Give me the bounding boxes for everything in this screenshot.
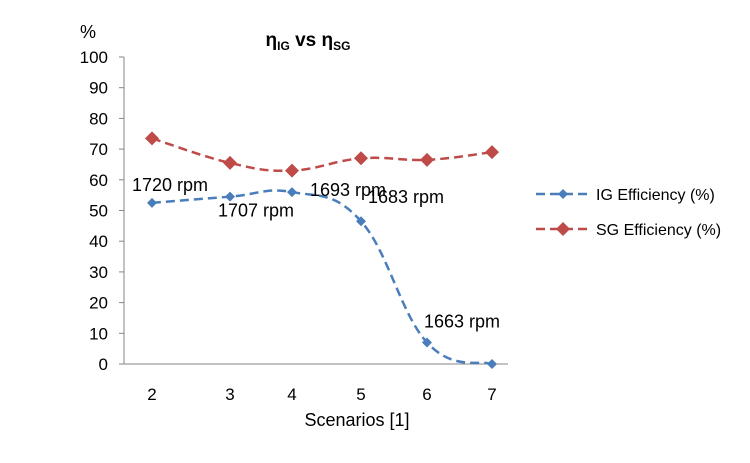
y-tick-label: 70 [89,140,108,159]
x-tick-label: 6 [422,385,431,404]
data-point-sg [354,151,368,166]
title-vs: vs [290,30,322,51]
rpm-annotation: 1693 rpm [310,180,386,200]
data-point-sg [485,145,499,160]
title-sub-ig: IG [277,39,290,53]
data-point-sg [145,131,159,146]
title-eta-sg: η [322,30,334,51]
x-tick-labels: 2 3 4 5 6 7 [147,385,496,404]
legend-entry-label: IG Efficiency (%) [596,187,715,204]
y-axis-label: % [80,22,96,42]
legend: IG Efficiency (%) SG Efficiency (%) [536,187,721,239]
x-tick-label: 3 [225,385,234,404]
x-axis-label: Scenarios [1] [304,410,409,430]
data-point-ig [225,191,235,202]
chart-title: ηIG vs ηSG [266,30,351,53]
series-markers [145,131,499,369]
y-tick-label: 90 [89,79,108,98]
title-sub-sg: SG [333,39,350,53]
x-tick-label: 4 [287,385,296,404]
rpm-annotation: 1707 rpm [218,201,294,221]
rpm-annotation: 1683 rpm [368,187,444,207]
y-tick-label: 10 [89,324,108,343]
title-eta-ig: η [266,30,278,51]
y-tick-label: 20 [89,294,108,313]
data-point-ig [147,197,157,208]
y-tick-labels: 0 10 20 30 40 50 60 70 80 90 100 [80,48,108,374]
y-tick-label: 50 [89,202,108,221]
data-point-sg [285,163,299,178]
data-point-ig [287,187,297,198]
y-tick-label: 30 [89,263,108,282]
data-point-ig [487,359,497,369]
series-line-ig [151,189,493,366]
y-tick-label: 0 [99,355,108,374]
legend-entry-label: SG Efficiency (%) [596,222,721,239]
y-tick-label: 40 [89,232,108,251]
x-tick-label: 5 [356,385,365,404]
data-point-sg [223,155,237,170]
data-point-ig [356,216,366,227]
data-point-ig [422,337,432,348]
axes [119,56,508,365]
legend-swatch-marker [556,222,570,236]
x-tick-label: 7 [487,385,496,404]
series-line-sg [151,137,493,173]
data-point-sg [420,152,434,167]
rpm-annotation: 1720 rpm [132,175,208,195]
y-tick-label: 100 [80,48,108,67]
rpm-annotation: 1663 rpm [424,312,500,332]
y-tick-label: 60 [89,171,108,190]
legend-swatch-marker [558,189,568,199]
x-tick-label: 2 [147,385,156,404]
y-tick-label: 80 [89,109,108,128]
